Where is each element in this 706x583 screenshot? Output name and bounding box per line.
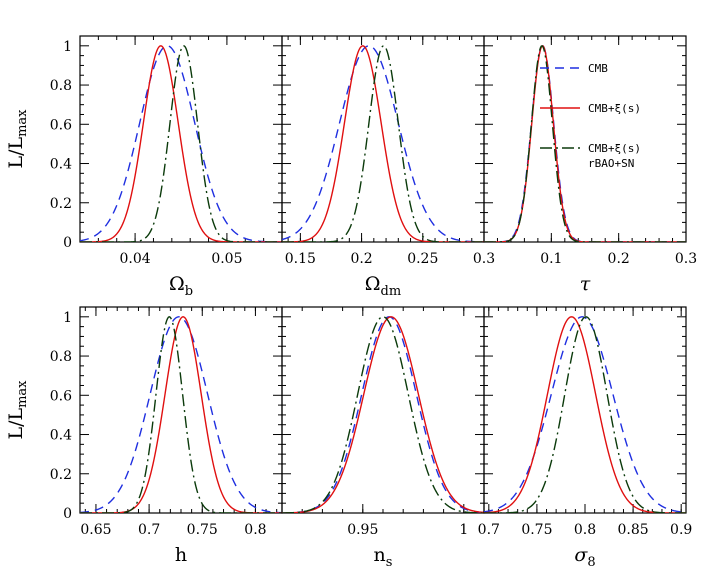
x-tick-label: 0.8 [244,522,266,538]
x-axis-label: ns [374,544,393,570]
series-line-cmb_xi [80,316,282,513]
x-tick-label: 0.7 [478,522,500,538]
series-line-cmb_xi [484,45,686,242]
series-line-cmb [80,316,282,513]
x-axis-label: σ8 [574,544,595,570]
panel-frame [483,306,687,514]
series-line-cmb_xi_bao_sn [80,316,282,513]
panel-4: 0.65 0.7 0.75 0.8 0 0.2 0.4 0.6 0.8 1 L/Lmax h [5,306,283,566]
panel-frame [79,306,283,514]
series-line-cmb_xi_bao_sn [80,45,282,242]
series-line-cmb_xi [282,45,484,242]
x-tick-label: 1 [459,522,468,538]
y-tick-label: 0.6 [50,117,72,133]
series-line-cmb_xi [484,316,686,513]
x-tick-label: 0.7 [138,522,160,538]
series-line-cmb [282,45,484,242]
panel-5: 0.95 1 ns [281,306,485,570]
series-line-cmb_xi_bao_sn [282,45,484,242]
y-axis-label: L/Lmax [5,109,30,169]
x-tick-label: 0.8 [574,522,596,538]
x-tick-label: 0.3 [675,251,697,267]
panel-1: 0.04 0.05 0 0.2 0.4 0.6 0.8 1 L/Lmax Ωb [5,35,283,299]
x-tick-label: 0.3 [473,251,495,267]
panel-2: 0.15 0.2 0.25 0.3 Ωdm [281,35,495,299]
y-axis-label: L/Lmax [5,380,30,440]
x-tick-label: 0.65 [80,522,111,538]
x-tick-label: 0.25 [407,251,438,267]
x-tick-label: 0.85 [618,522,649,538]
y-tick-label: 1 [63,310,72,326]
y-tick-label: 0 [63,506,72,522]
y-tick-label: 0.2 [50,467,72,483]
x-axis-label: h [175,544,187,566]
series-line-cmb_xi [282,316,484,513]
x-tick-label: 0.2 [350,251,372,267]
panel-frame [281,306,485,514]
legend-label-cmb: CMB [588,62,608,75]
panel-6: 0.7 0.75 0.8 0.85 0.9 σ8 [478,306,692,570]
x-axis-label: Ωb [169,273,193,299]
x-tick-label: 0.1 [540,251,562,267]
panel-3: 0.1 0.2 0.3 τ CMB CMB+ξ(s) CMB+ξ(s) rBAO+SN [483,35,697,295]
series-line-cmb_xi_bao_sn [484,316,686,513]
y-tick-label: 1 [63,39,72,55]
x-axis-label: Ωdm [365,273,401,299]
x-tick-label: 0.2 [608,251,630,267]
y-tick-label: 0.4 [50,428,72,444]
x-axis-label: τ [580,273,591,295]
y-tick-label: 0 [63,235,72,251]
legend-label-cmb_xi_bao_sn: rBAO+SN [588,157,634,170]
x-tick-label: 0.75 [187,522,218,538]
x-tick-label: 0.75 [521,522,552,538]
x-tick-label: 0.95 [347,522,378,538]
series-line-cmb [282,316,484,513]
legend: CMB CMB+ξ(s) CMB+ξ(s) rBAO+SN [540,62,641,170]
panel-frame [483,35,687,243]
series-line-cmb_xi [80,45,282,242]
y-tick-label: 0.8 [50,78,72,94]
y-tick-label: 0.6 [50,388,72,404]
y-tick-label: 0.4 [50,157,72,173]
x-tick-label: 0.05 [211,251,242,267]
series-line-cmb [484,45,686,242]
series-line-cmb_xi_bao_sn [282,316,484,513]
x-tick-label: 0.9 [670,522,692,538]
series-line-cmb [80,45,282,242]
legend-label-cmb_xi: CMB+ξ(s) [588,102,641,115]
x-tick-label: 0.04 [120,251,151,267]
series-line-cmb_xi_bao_sn [484,44,686,242]
legend-label-cmb_xi_bao_sn: CMB+ξ(s) [588,142,641,155]
y-tick-label: 0.2 [50,196,72,212]
y-tick-label: 0.8 [50,349,72,365]
x-tick-label: 0.15 [285,251,316,267]
